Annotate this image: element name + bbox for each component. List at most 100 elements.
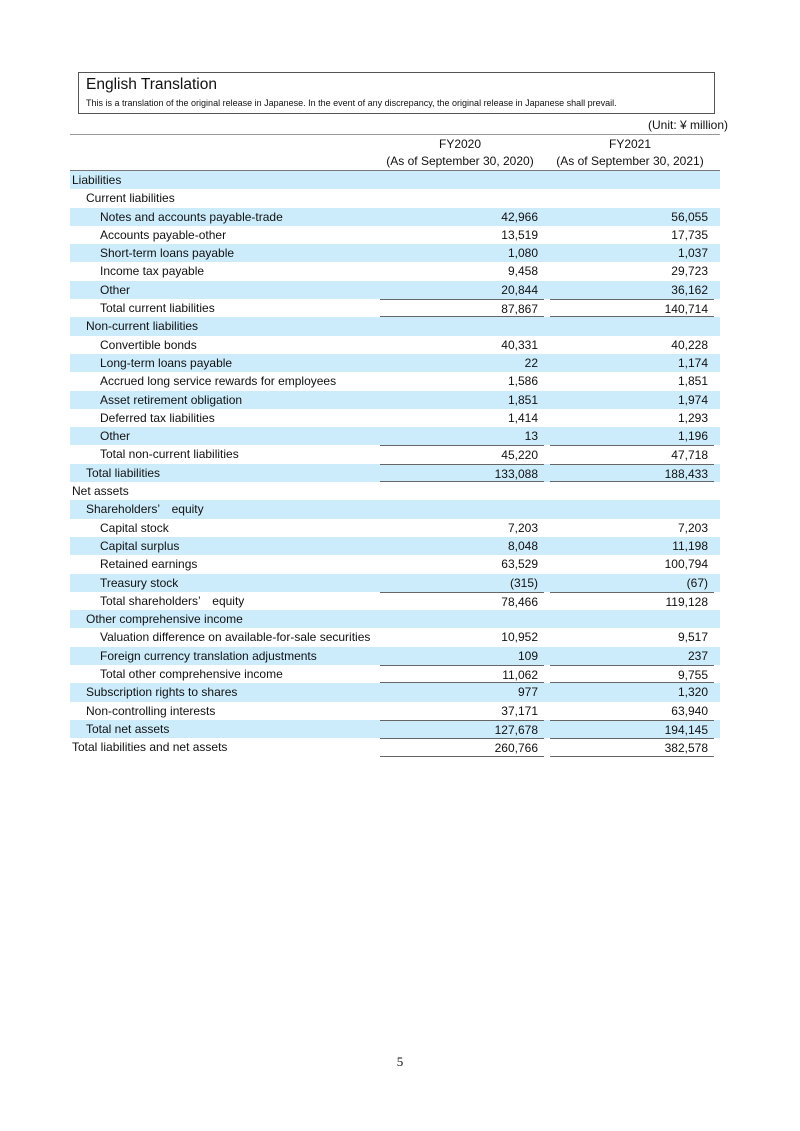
value-fy2021 [550, 482, 714, 500]
row-label: Total current liabilities [100, 301, 215, 316]
row-label: Other [100, 282, 131, 297]
table-row: Current liabilities [70, 189, 720, 207]
value-fy2020: 977 [517, 685, 538, 700]
value-fy2020: 13,519 [501, 227, 538, 242]
unit-label: (Unit: ¥ million) [647, 118, 728, 132]
value-fy2020: 78,466 [380, 591, 544, 610]
row-label: Capital surplus [100, 538, 180, 553]
table-row: Total liabilities 133,088 188,433 [70, 463, 720, 483]
col-fy2020-year: FY2020 [438, 137, 482, 151]
table-row: Deferred tax liabilities 1,414 1,293 [70, 409, 720, 427]
value-fy2021 [550, 189, 714, 207]
table-row: Other 13 1,196 [70, 427, 720, 446]
row-label: Convertible bonds [100, 337, 197, 352]
row-label: Income tax payable [100, 264, 205, 279]
page-number: 5 [396, 1054, 404, 1069]
row-label: Other [100, 429, 131, 444]
table-row: Shareholders’ equity [70, 500, 720, 519]
value-fy2020 [380, 189, 544, 207]
table-row: Non-current liabilities [70, 317, 720, 336]
row-label: Total shareholders’ equity [100, 593, 245, 608]
value-fy2020: (315) [509, 575, 538, 590]
value-fy2021: 1,851 [677, 374, 708, 389]
value-fy2021: 1,320 [677, 685, 708, 700]
table-row: Capital surplus 8,048 11,198 [70, 536, 720, 556]
row-label: Total non-current liabilities [100, 447, 239, 462]
table-row: Total liabilities and net assets 260,766 3… [70, 738, 720, 757]
table-row: Other comprehensive income [70, 610, 720, 629]
row-label: Total liabilities [86, 465, 161, 480]
notice-title: English Translation [86, 76, 217, 93]
table-header: FY2020 (As of September 30, 2020) FY2021… [70, 134, 720, 171]
row-label: Retained earnings [100, 557, 198, 572]
value-fy2020 [380, 317, 544, 335]
row-label: Short-term loans payable [100, 246, 235, 261]
table-row: Treasury stock (315) (67) [70, 573, 720, 592]
value-fy2021: (67) [686, 575, 708, 590]
row-label: Total net assets [86, 721, 170, 736]
table-row: Subscription rights to shares 977 1,320 [70, 683, 720, 702]
table-row: Valuation difference on available-for-sa… [70, 628, 720, 646]
value-fy2021: 36,162 [671, 282, 708, 297]
value-fy2021 [550, 171, 714, 189]
value-fy2020: 42,966 [501, 209, 538, 224]
value-fy2020: 8,048 [507, 538, 538, 553]
table-row: Total current liabilities 87,867 140,714 [70, 299, 720, 318]
value-fy2020: 11,062 [380, 665, 544, 684]
value-fy2021: 237 [687, 648, 708, 663]
table-row: Total net assets 127,678 194,145 [70, 719, 720, 739]
col-fy2020-date: (As of September 30, 2020) [386, 154, 534, 168]
row-label: Asset retirement obligation [100, 392, 243, 407]
value-fy2021: 40,228 [671, 337, 708, 352]
value-fy2020: 1,586 [507, 374, 538, 389]
row-label: Capital stock [100, 520, 169, 535]
translation-notice-box: English Translation This is a translatio… [78, 72, 715, 114]
value-fy2021: 29,723 [671, 264, 708, 279]
value-fy2021: 7,203 [677, 520, 708, 535]
table-row: Retained earnings 63,529 100,794 [70, 555, 720, 573]
value-fy2020: 10,952 [501, 630, 538, 645]
value-fy2020 [380, 482, 544, 500]
row-label: Treasury stock [100, 575, 179, 590]
table-row: Accrued long service rewards for employe… [70, 372, 720, 390]
table-row: Capital stock 7,203 7,203 [70, 519, 720, 537]
value-fy2021: 47,718 [550, 445, 714, 463]
row-label: Deferred tax liabilities [100, 410, 215, 425]
value-fy2020: 109 [517, 648, 538, 663]
value-fy2021: 1,174 [677, 355, 708, 370]
value-fy2020 [380, 171, 544, 189]
value-fy2020 [380, 500, 544, 518]
table-row: Notes and accounts payable-trade 42,966 56… [70, 207, 720, 226]
row-label: Notes and accounts payable-trade [100, 209, 283, 224]
value-fy2020: 1,414 [507, 410, 538, 425]
table-row: Non-controlling interests 37,171 63,940 [70, 702, 720, 720]
value-fy2021: 9,755 [550, 665, 714, 684]
value-fy2020 [380, 610, 544, 628]
value-fy2021: 188,433 [550, 463, 714, 483]
value-fy2021: 9,517 [677, 630, 708, 645]
value-fy2020: 133,088 [380, 463, 544, 483]
value-fy2020: 22 [524, 355, 538, 370]
table-row: Asset retirement obligation 1,851 1,974 [70, 390, 720, 409]
value-fy2021 [550, 500, 714, 518]
row-label: Total liabilities and net assets [72, 740, 228, 755]
row-label: Foreign currency translation adjustments [100, 648, 317, 663]
value-fy2021: 1,293 [677, 410, 708, 425]
value-fy2020: 260,766 [380, 738, 544, 757]
value-fy2020: 37,171 [501, 703, 538, 718]
row-label: Accounts payable-other [100, 227, 227, 242]
row-label: Long-term loans payable [100, 355, 233, 370]
value-fy2021 [550, 610, 714, 628]
value-fy2021: 1,037 [677, 246, 708, 261]
row-label: Total other comprehensive income [100, 667, 283, 682]
row-label: Current liabilities [86, 191, 175, 206]
table-row: Convertible bonds 40,331 40,228 [70, 336, 720, 354]
value-fy2020: 1,851 [507, 392, 538, 407]
row-label: Net assets [72, 484, 129, 499]
value-fy2020: 1,080 [507, 246, 538, 261]
value-fy2021: 1,974 [677, 392, 708, 407]
row-label: Liabilities [72, 173, 122, 187]
value-fy2020: 13 [524, 429, 538, 444]
col-fy2021-date: (As of September 30, 2021) [556, 154, 704, 168]
